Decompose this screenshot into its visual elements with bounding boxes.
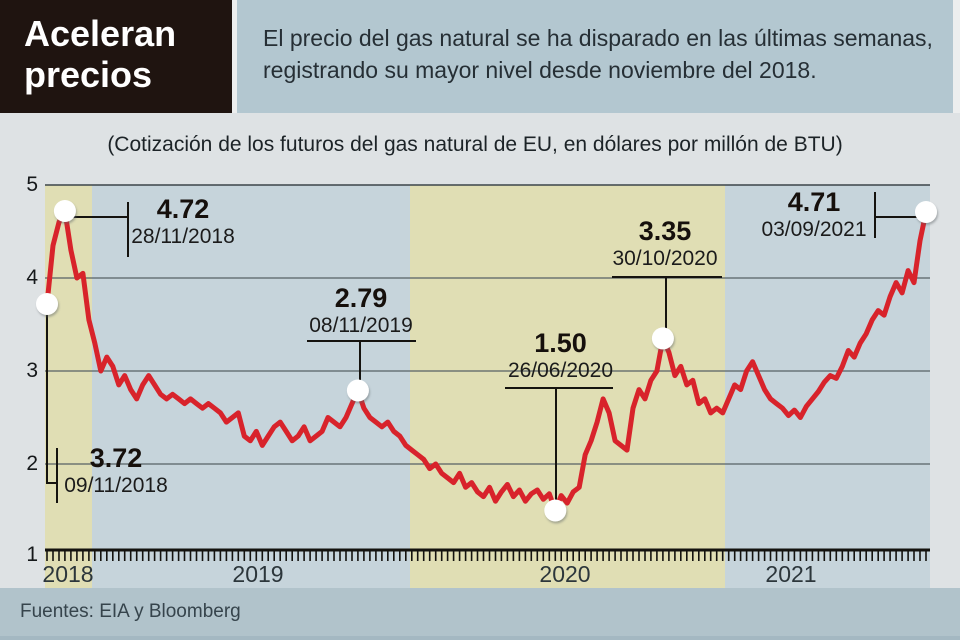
chart-subtitle: (Cotización de los futuros del gas natur… <box>107 133 843 156</box>
source-note: Fuentes: EIA y Bloomberg <box>20 601 241 622</box>
data-point-marker <box>36 293 58 315</box>
data-point-marker <box>346 379 369 402</box>
data-point-markers <box>36 200 937 522</box>
year-band-2020 <box>410 185 725 588</box>
annotation-value: 3.72 <box>89 443 143 473</box>
data-point-marker <box>544 499 567 522</box>
annotation-connectors <box>46 192 917 503</box>
annotation-callout-3.72: 3.72 09/11/2018 <box>60 443 172 498</box>
connector-4.71 <box>874 192 917 238</box>
bottom-strip <box>0 636 960 640</box>
data-point-marker <box>915 201 937 223</box>
data-point-marker <box>53 200 76 222</box>
x-axis-year-label-2019: 2019 <box>232 561 284 587</box>
annotation-date: 03/09/2021 <box>761 218 867 241</box>
y-axis-label-4: 4 <box>26 266 38 289</box>
y-axis-label-3: 3 <box>26 359 38 382</box>
title-box: Aceleran precios <box>0 0 232 113</box>
y-axis-label-1: 1 <box>26 543 38 566</box>
annotation-date: 26/06/2020 <box>507 359 614 382</box>
x-axis-year-label-2021: 2021 <box>765 561 817 587</box>
footer: Fuentes: EIA y Bloomberg <box>0 588 960 640</box>
annotation-callout-3.35: 3.35 30/10/2020 <box>608 216 722 271</box>
data-point-marker <box>651 327 674 350</box>
annotation-value: 3.35 <box>638 216 692 246</box>
price-line <box>44 208 929 513</box>
x-axis-year-label-2018: 2018 <box>42 561 94 587</box>
annotation-callout-4.71: 4.71 03/09/2021 <box>757 187 871 242</box>
x-axis-year-label-2020: 2020 <box>539 561 591 587</box>
connector-3.72 <box>46 312 58 503</box>
header: Aceleran precios El precio del gas natur… <box>0 0 960 113</box>
x-axis-week-ticks <box>46 551 927 561</box>
annotation-date: 30/10/2020 <box>612 247 718 270</box>
annotation-date: 08/11/2019 <box>309 314 413 337</box>
annotation-value: 4.71 <box>787 187 841 217</box>
annotation-callout-4.72: 4.72 28/11/2018 <box>131 194 235 249</box>
connector-1.50 <box>505 387 613 501</box>
year-band-2021 <box>725 185 930 588</box>
connector-3.35 <box>612 276 722 329</box>
header-description-box: El precio del gas natural se ha disparad… <box>237 0 953 113</box>
connector-4.72 <box>68 202 129 257</box>
annotation-value: 1.50 <box>534 328 587 358</box>
header-description: El precio del gas natural se ha disparad… <box>263 25 933 83</box>
annotation-date: 28/11/2018 <box>131 225 235 248</box>
annotation-date: 09/11/2018 <box>64 474 168 497</box>
gridlines <box>45 184 930 465</box>
annotation-value: 4.72 <box>156 194 210 224</box>
annotation-callout-1.50: 1.50 26/06/2020 <box>504 328 617 383</box>
y-axis-label-2: 2 <box>26 452 38 475</box>
annotation-callout-2.79: 2.79 08/11/2019 <box>306 283 416 338</box>
page-title: Aceleran precios <box>24 13 177 95</box>
connector-2.79 <box>307 340 416 380</box>
y-axis-label-5: 5 <box>26 173 38 196</box>
annotation-value: 2.79 <box>334 283 388 313</box>
